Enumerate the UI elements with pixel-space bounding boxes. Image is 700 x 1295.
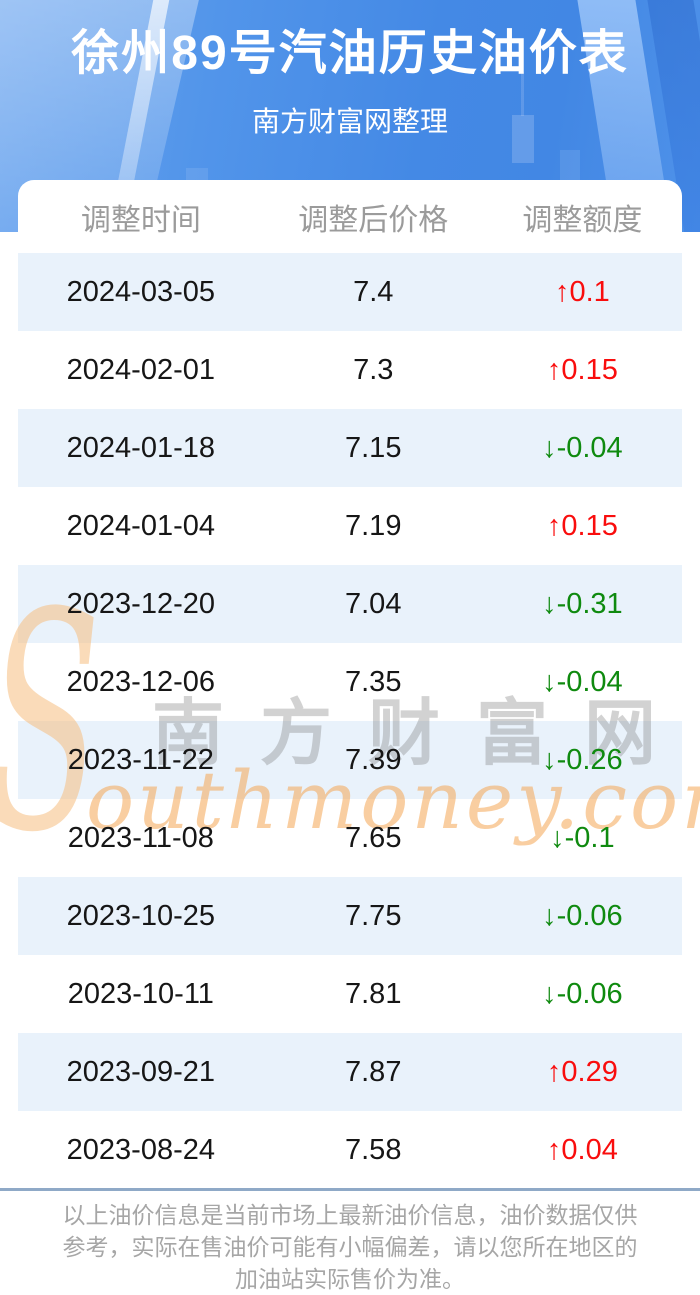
column-header-adjusted-price: 调整后价格 — [298, 203, 449, 237]
cell-adjust-date: 2024-01-18 — [66, 431, 215, 464]
cell-adjusted-price: 7.75 — [345, 899, 402, 932]
disclaimer-line: 以上油价信息是当前市场上最新油价信息，油价数据仅供 — [62, 1202, 638, 1228]
cell-adjust-amount: ↑0.29 — [546, 1055, 618, 1088]
cell-adjust-date: 2023-09-21 — [66, 1055, 215, 1088]
cell-adjust-date: 2023-11-22 — [67, 743, 214, 776]
cell-adjust-amount: ↓-0.1 — [550, 821, 615, 854]
cell-adjust-amount: ↓-0.04 — [542, 665, 623, 698]
table-body: 2024-03-05 7.4 ↑0.1 2024-02-01 7.3 ↑0.15 2024-… — [18, 253, 682, 1189]
page-subtitle: 南方财富网整理 — [251, 106, 448, 137]
table-row: 2024-02-01 7.3 ↑0.15 — [18, 331, 682, 409]
cell-adjust-date: 2023-12-06 — [66, 665, 215, 698]
cell-adjusted-price: 7.65 — [345, 821, 402, 854]
cell-adjust-date: 2023-10-25 — [66, 899, 215, 932]
cell-adjust-date: 2023-10-11 — [67, 977, 214, 1010]
cell-adjusted-price: 7.15 — [345, 431, 402, 464]
footer-divider — [0, 1188, 700, 1191]
footer-disclaimer: 以上油价信息是当前市场上最新油价信息，油价数据仅供 参考，实际在售油价可能有小幅… — [0, 1191, 700, 1295]
cell-adjust-amount: ↑0.1 — [554, 275, 610, 308]
cell-adjust-date: 2024-01-04 — [66, 509, 215, 542]
column-header-adjust-date: 调整时间 — [80, 203, 201, 237]
cell-adjust-amount: ↓-0.26 — [542, 743, 623, 776]
column-header-adjust-amount: 调整额度 — [522, 203, 643, 237]
table-row: 2023-11-08 7.65 ↓-0.1 — [18, 799, 682, 877]
cell-adjust-date: 2023-11-08 — [67, 821, 214, 854]
table-row: 2023-10-11 7.81 ↓-0.06 — [18, 955, 682, 1033]
cell-adjust-amount: ↑0.15 — [546, 353, 618, 386]
cell-adjust-amount: ↓-0.06 — [542, 899, 623, 932]
cell-adjusted-price: 7.3 — [353, 353, 394, 386]
table-row: 2024-01-18 7.15 ↓-0.04 — [18, 409, 682, 487]
cell-adjusted-price: 7.35 — [345, 665, 402, 698]
page-title: 徐州89号汽油历史油价表 — [71, 27, 629, 80]
cell-adjust-date: 2023-12-20 — [66, 587, 215, 620]
cell-adjust-amount: ↓-0.31 — [542, 587, 623, 620]
cell-adjust-amount: ↑0.15 — [546, 509, 618, 542]
cell-adjusted-price: 7.81 — [345, 977, 402, 1010]
disclaimer-line: 加油站实际售价为准。 — [235, 1266, 465, 1292]
disclaimer-line: 参考，实际在售油价可能有小幅偏差，请以您所在地区的 — [62, 1234, 638, 1260]
table-row: 2024-03-05 7.4 ↑0.1 — [18, 253, 682, 331]
cell-adjust-amount: ↓-0.04 — [542, 431, 623, 464]
cell-adjusted-price: 7.4 — [353, 275, 394, 308]
table-row: 2023-11-22 7.39 ↓-0.26 — [18, 721, 682, 799]
table-row: 2023-10-25 7.75 ↓-0.06 — [18, 877, 682, 955]
cell-adjusted-price: 7.04 — [345, 587, 402, 620]
cell-adjust-date: 2024-03-05 — [66, 275, 215, 308]
table-row: 2023-08-24 7.58 ↑0.04 — [18, 1111, 682, 1189]
cell-adjust-date: 2023-08-24 — [66, 1133, 215, 1166]
cell-adjust-amount: ↓-0.06 — [542, 977, 623, 1010]
table-row: 2023-09-21 7.87 ↑0.29 — [18, 1033, 682, 1111]
table-header-row: 调整时间 调整后价格 调整额度 — [18, 180, 682, 253]
table-row: 2024-01-04 7.19 ↑0.15 — [18, 487, 682, 565]
cell-adjusted-price: 7.87 — [345, 1055, 402, 1088]
table-row: 2023-12-06 7.35 ↓-0.04 — [18, 643, 682, 721]
table-row: 2023-12-20 7.04 ↓-0.31 — [18, 565, 682, 643]
cell-adjusted-price: 7.58 — [345, 1133, 402, 1166]
cell-adjust-amount: ↑0.04 — [546, 1133, 618, 1166]
price-table-card: 调整时间 调整后价格 调整额度 2024-03-05 7.4 ↑0.1 2024-02… — [0, 180, 700, 1189]
cell-adjusted-price: 7.39 — [345, 743, 402, 776]
cell-adjusted-price: 7.19 — [345, 509, 402, 542]
cell-adjust-date: 2024-02-01 — [66, 353, 215, 386]
